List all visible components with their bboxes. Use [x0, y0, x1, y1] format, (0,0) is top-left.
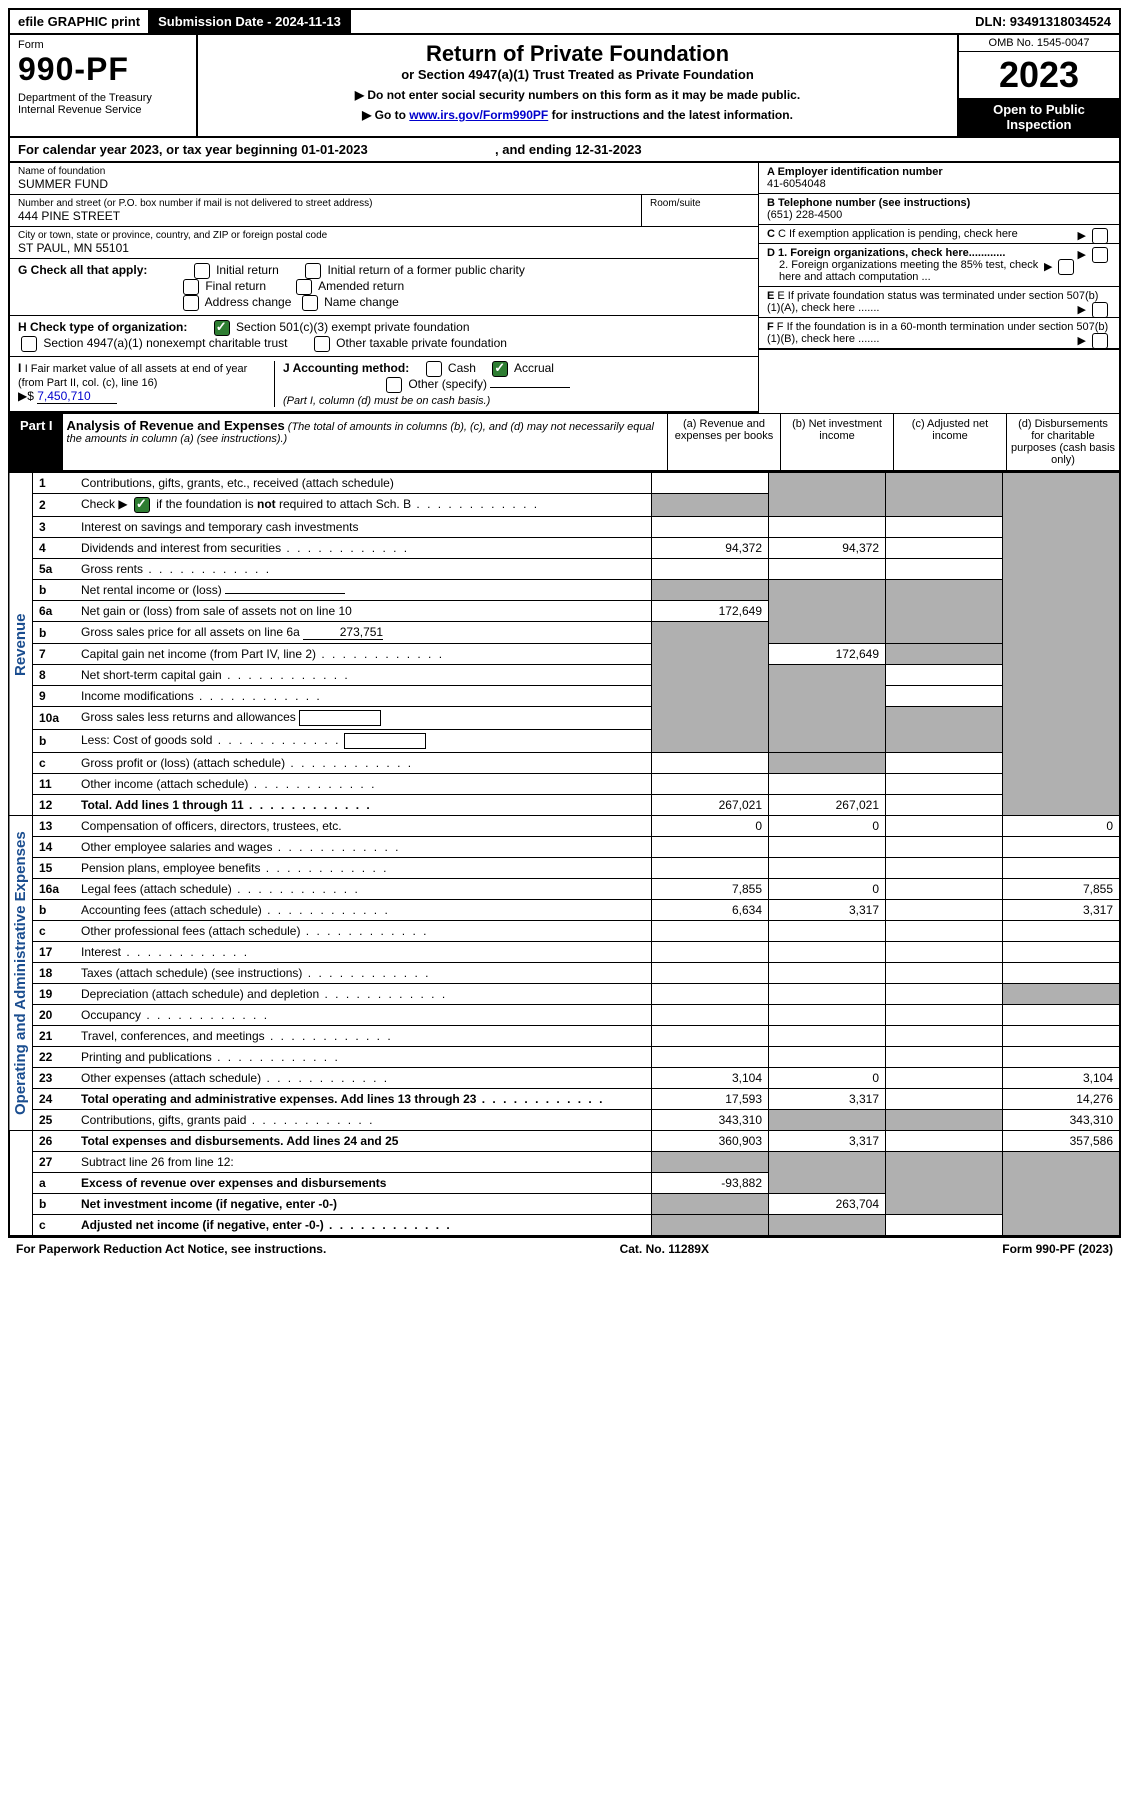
dept-label: Department of the TreasuryInternal Reven…: [18, 92, 188, 116]
part1-label: Part I: [10, 414, 63, 470]
chk-schb[interactable]: [134, 497, 150, 513]
calendar-year-row: For calendar year 2023, or tax year begi…: [8, 138, 1121, 163]
pra-notice: For Paperwork Reduction Act Notice, see …: [16, 1242, 326, 1256]
part1-table: Revenue 1Contributions, gifts, grants, e…: [8, 472, 1121, 1237]
r6a-a: 172,649: [652, 601, 769, 622]
revenue-label: Revenue: [9, 473, 33, 816]
phone-label: B Telephone number (see instructions): [767, 197, 970, 209]
form-header: Form 990-PF Department of the TreasuryIn…: [8, 35, 1121, 138]
instr-2: ▶ Go to www.irs.gov/Form990PF for instru…: [206, 108, 949, 122]
city-label: City or town, state or province, country…: [18, 230, 750, 241]
entity-info: Name of foundation SUMMER FUND Number an…: [8, 163, 1121, 413]
fmv-value: 7,450,710: [37, 389, 117, 404]
chk-d1[interactable]: [1092, 247, 1108, 263]
form-subtitle: or Section 4947(a)(1) Trust Treated as P…: [206, 67, 949, 82]
efile-label: efile GRAPHIC print: [10, 10, 150, 33]
section-g: G Check all that apply: Initial return I…: [10, 259, 758, 316]
header-right: OMB No. 1545-0047 2023 Open to Public In…: [957, 35, 1119, 136]
irs-link[interactable]: www.irs.gov/Form990PF: [409, 108, 548, 122]
chk-other-method[interactable]: [386, 377, 402, 393]
r4-b: 94,372: [769, 538, 886, 559]
chk-cash[interactable]: [426, 361, 442, 377]
chk-other-taxable[interactable]: [314, 336, 330, 352]
section-ij: I I Fair market value of all assets at e…: [10, 357, 758, 413]
r4-a: 94,372: [652, 538, 769, 559]
form-title: Return of Private Foundation: [206, 41, 949, 67]
chk-initial-return[interactable]: [194, 263, 210, 279]
section-h: H Check type of organization: Section 50…: [10, 316, 758, 357]
chk-4947[interactable]: [21, 336, 37, 352]
opex-label: Operating and Administrative Expenses: [9, 816, 33, 1131]
r7-b: 172,649: [769, 644, 886, 665]
col-a-header: (a) Revenue and expenses per books: [667, 414, 780, 470]
dln: DLN: 93491318034524: [967, 10, 1119, 33]
chk-d2[interactable]: [1058, 259, 1074, 275]
chk-final-return[interactable]: [183, 279, 199, 295]
phone-value: (651) 228-4500: [767, 209, 842, 221]
ein-value: 41-6054048: [767, 178, 826, 190]
chk-addr-change[interactable]: [183, 295, 199, 311]
footer: For Paperwork Reduction Act Notice, see …: [8, 1237, 1121, 1260]
omb-number: OMB No. 1545-0047: [959, 35, 1119, 52]
part1-header: Part I Analysis of Revenue and Expenses …: [8, 413, 1121, 472]
instr-1: ▶ Do not enter social security numbers o…: [206, 88, 949, 102]
room-label: Room/suite: [650, 198, 750, 209]
part1-title: Analysis of Revenue and Expenses (The to…: [63, 414, 667, 470]
ein-label: A Employer identification number: [767, 166, 943, 178]
name-label: Name of foundation: [18, 166, 750, 177]
inspection-label: Open to Public Inspection: [959, 98, 1119, 136]
street-address: 444 PINE STREET: [18, 209, 633, 223]
chk-c[interactable]: [1092, 228, 1108, 244]
chk-501c3[interactable]: [214, 320, 230, 336]
chk-initial-former[interactable]: [305, 263, 321, 279]
form-label: Form: [18, 39, 188, 51]
r12-b: 267,021: [769, 795, 886, 816]
col-d-header: (d) Disbursements for charitable purpose…: [1006, 414, 1119, 470]
col-c-header: (c) Adjusted net income: [893, 414, 1006, 470]
chk-name-change[interactable]: [302, 295, 318, 311]
col-b-header: (b) Net investment income: [780, 414, 893, 470]
chk-amended[interactable]: [296, 279, 312, 295]
chk-f[interactable]: [1092, 333, 1108, 349]
header-left: Form 990-PF Department of the TreasuryIn…: [10, 35, 198, 136]
addr-label: Number and street (or P.O. box number if…: [18, 198, 633, 209]
chk-e[interactable]: [1092, 302, 1108, 318]
r12-a: 267,021: [652, 795, 769, 816]
chk-accrual[interactable]: [492, 361, 508, 377]
foundation-name: SUMMER FUND: [18, 177, 750, 191]
tax-year: 2023: [959, 52, 1119, 98]
form-number: 990-PF: [18, 51, 188, 88]
submission-date: Submission Date - 2024-11-13: [150, 10, 351, 33]
city-state-zip: ST PAUL, MN 55101: [18, 241, 750, 255]
cat-no: Cat. No. 11289X: [620, 1242, 709, 1256]
header-center: Return of Private Foundation or Section …: [198, 35, 957, 136]
form-ref: Form 990-PF (2023): [1002, 1242, 1113, 1256]
top-bar: efile GRAPHIC print Submission Date - 20…: [8, 8, 1121, 35]
